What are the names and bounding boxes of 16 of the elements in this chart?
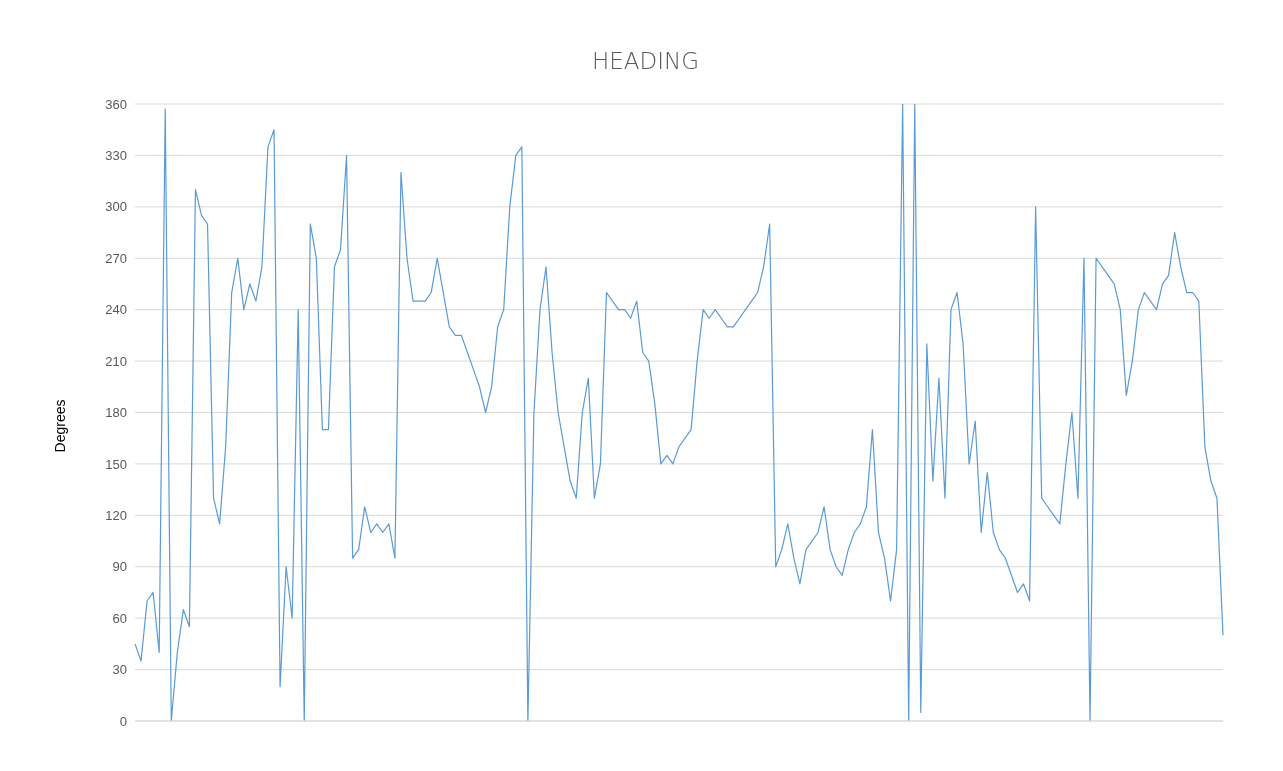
y-tick-label: 90: [112, 559, 127, 575]
y-tick-label: 120: [105, 507, 127, 523]
y-tick-label: 270: [105, 250, 127, 266]
y-tick-label: 330: [105, 148, 127, 164]
y-tick-label: 360: [105, 96, 127, 112]
y-tick-label: 300: [105, 199, 127, 215]
y-axis-title: Degrees: [52, 398, 68, 455]
y-tick-label: 210: [105, 353, 127, 369]
y-tick-label: 0: [119, 713, 127, 729]
chart-title: HEADING: [590, 48, 701, 74]
y-tick-label: 150: [105, 456, 127, 472]
y-tick-label: 60: [112, 610, 127, 626]
y-tick-label: 180: [105, 405, 127, 421]
y-tick-label: 30: [112, 662, 127, 678]
y-tick-label: 240: [105, 302, 127, 318]
line-series: [134, 104, 1224, 721]
